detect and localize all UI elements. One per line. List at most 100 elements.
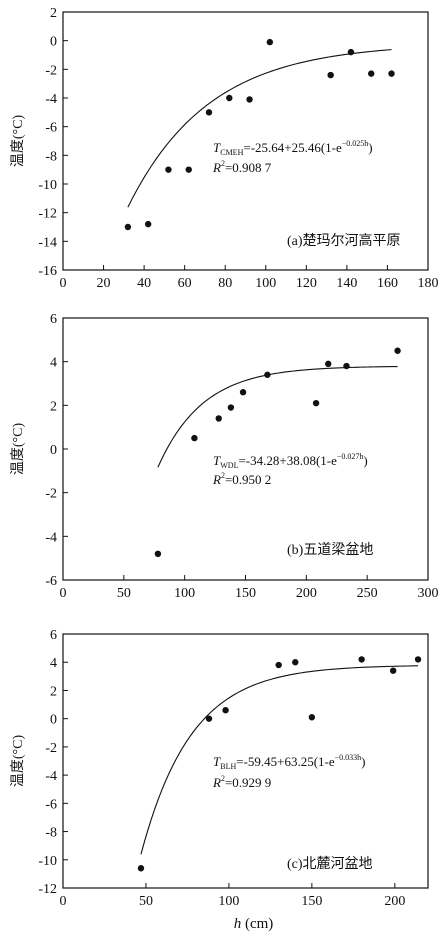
x-tick-label: 140 (336, 276, 357, 291)
y-tick-label: -4 (45, 92, 57, 107)
x-tick-label: 0 (60, 276, 67, 291)
y-tick-label: 4 (50, 356, 57, 371)
y-tick-label: -16 (38, 264, 57, 279)
data-point (292, 659, 299, 666)
data-point (227, 404, 235, 411)
panel-label: (c)北麓河盆地 (287, 856, 373, 872)
chart-panel-3: 0 50 100 150 200 6 4 2 0 -2 -4 -6 -8 -10 -12 温度(°C) TBLH… (10, 628, 429, 932)
data-point (137, 865, 145, 872)
x-tick-label: 40 (137, 276, 151, 291)
y-tick-label: 2 (50, 6, 57, 21)
data-point (275, 661, 282, 669)
data-point (312, 399, 320, 407)
data-point (325, 360, 332, 368)
x-tick-label: 100 (174, 586, 195, 601)
x-tick-label: 150 (301, 894, 322, 909)
x-tick-label: 20 (97, 276, 111, 291)
data-point (205, 109, 213, 116)
r-squared: R2=0.950 2 (212, 471, 271, 487)
data-point (154, 550, 162, 557)
data-point (389, 667, 397, 674)
y-tick-label: 0 (50, 35, 57, 50)
y-tick-label: 4 (50, 656, 57, 671)
y-tick-label: -8 (45, 826, 57, 841)
y-tick-label: 6 (50, 628, 57, 643)
chart-panel-1: 0 20 40 60 80 100 120 140 160 18020-2-4-6-8-10-12… (10, 6, 439, 291)
x-tick-label: 250 (357, 586, 378, 601)
x-tick-label: 120 (296, 276, 317, 291)
plot-frame (62, 633, 429, 889)
data-point (144, 220, 152, 228)
data-point (246, 96, 253, 103)
y-tick-label: -12 (38, 882, 57, 897)
data-point (327, 71, 334, 79)
y-tick-label: -4 (45, 530, 57, 545)
data-point (347, 48, 355, 56)
y-tick-label: -10 (38, 854, 57, 869)
data-point (308, 714, 316, 721)
x-tick-label: 60 (178, 276, 192, 291)
x-axis-label: h (cm) (234, 916, 274, 932)
plot-frame (62, 317, 429, 581)
x-tick-label: 100 (255, 276, 276, 291)
x-tick-label: 150 (235, 586, 256, 601)
data-point (226, 94, 233, 102)
x-tick-label: 50 (139, 894, 153, 909)
y-tick-label: -10 (38, 178, 57, 193)
data-point (191, 434, 198, 442)
data-point (185, 166, 192, 173)
fit-equation: TBLH=-59.45+63.25(1-e−0.033h) (213, 753, 366, 771)
data-point (205, 715, 213, 722)
y-tick-label: -14 (38, 235, 57, 250)
y-tick-label: -12 (38, 207, 57, 222)
y-tick-label: 2 (50, 684, 57, 699)
data-point (124, 223, 132, 231)
y-tick-label: -2 (45, 741, 57, 756)
fit-curve (140, 665, 419, 855)
y-axis-label: 温度(°C) (10, 735, 26, 788)
x-tick-label: 80 (218, 276, 232, 291)
x-tick-label: 0 (60, 586, 67, 601)
chart-panel-2: 0 50 100 150 200 250 300 6 4 2 0 -2 -4 -6 温度(°C) TWDL=-… (10, 312, 439, 601)
data-point (222, 707, 229, 714)
y-tick-label: 0 (50, 713, 57, 728)
panel-label: (b)五道梁盆地 (287, 542, 373, 558)
plot-frame (62, 11, 429, 271)
data-point (266, 38, 274, 46)
x-tick-label: 200 (384, 894, 405, 909)
x-tick-label: 100 (218, 894, 239, 909)
x-tick-label: 0 (60, 894, 67, 909)
y-tick-label: -2 (45, 63, 57, 78)
x-tick-label: 50 (117, 586, 131, 601)
data-point (165, 166, 172, 173)
y-tick-label: 0 (50, 443, 57, 458)
data-point (343, 362, 350, 370)
data-point (358, 656, 365, 663)
r-squared: R2=0.908 7 (212, 159, 272, 175)
data-point (264, 371, 271, 378)
x-tick-label: 180 (418, 276, 439, 291)
y-tick-label: 6 (50, 312, 57, 327)
data-point (215, 415, 222, 422)
fit-equation: TWDL=-34.28+38.08(1-e−0.027h) (213, 452, 368, 470)
data-point (388, 70, 395, 77)
y-tick-label: -6 (45, 574, 57, 589)
y-tick-label: -4 (45, 769, 57, 784)
y-tick-label: -2 (45, 487, 57, 502)
fit-equation: TCMEH=-25.64+25.46(1-e−0.025h) (213, 139, 373, 157)
x-tick-label: 200 (296, 586, 317, 601)
r-squared: R2=0.929 9 (212, 774, 271, 790)
x-tick-label: 160 (377, 276, 398, 291)
y-tick-label: -6 (45, 121, 57, 136)
y-axis-label: 温度(°C) (10, 423, 26, 476)
y-axis-label: 温度(°C) (10, 115, 26, 168)
y-tick-label: 2 (50, 399, 57, 414)
panel-label: (a)楚玛尔河高平原 (287, 232, 401, 249)
data-point (394, 347, 401, 354)
data-point (239, 389, 247, 396)
fit-curve (127, 49, 392, 208)
y-tick-label: -8 (45, 149, 57, 164)
x-tick-label: 300 (418, 586, 439, 601)
fit-curve (157, 365, 398, 468)
